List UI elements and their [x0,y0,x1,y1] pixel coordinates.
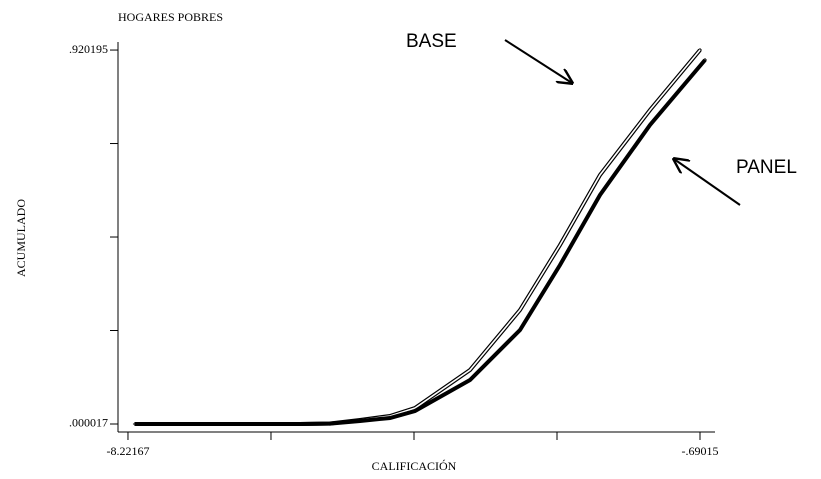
line-series [135,58,707,426]
x-tick-label: -.69015 [682,444,719,458]
chart-title: HOGARES POBRES [118,10,223,24]
y-tick-label: .000017 [69,416,108,430]
annotation: BASE [406,31,457,52]
line-series [135,48,702,426]
annotation: PANEL [736,157,797,178]
y-axis-label: ACUMULADO [14,199,28,277]
arrow [674,159,741,206]
line-series-inner [135,49,701,425]
y-tick-label: .920195 [69,42,108,56]
x-axis-label: CALIFICACIÓN [372,459,457,473]
arrow [504,39,572,83]
x-tick-label: -8.22167 [106,444,149,458]
